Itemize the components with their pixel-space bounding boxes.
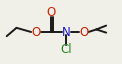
Text: O: O bbox=[46, 6, 55, 19]
Text: N: N bbox=[62, 25, 71, 39]
Text: O: O bbox=[31, 25, 41, 39]
Text: O: O bbox=[79, 25, 88, 39]
Text: Cl: Cl bbox=[61, 43, 72, 56]
